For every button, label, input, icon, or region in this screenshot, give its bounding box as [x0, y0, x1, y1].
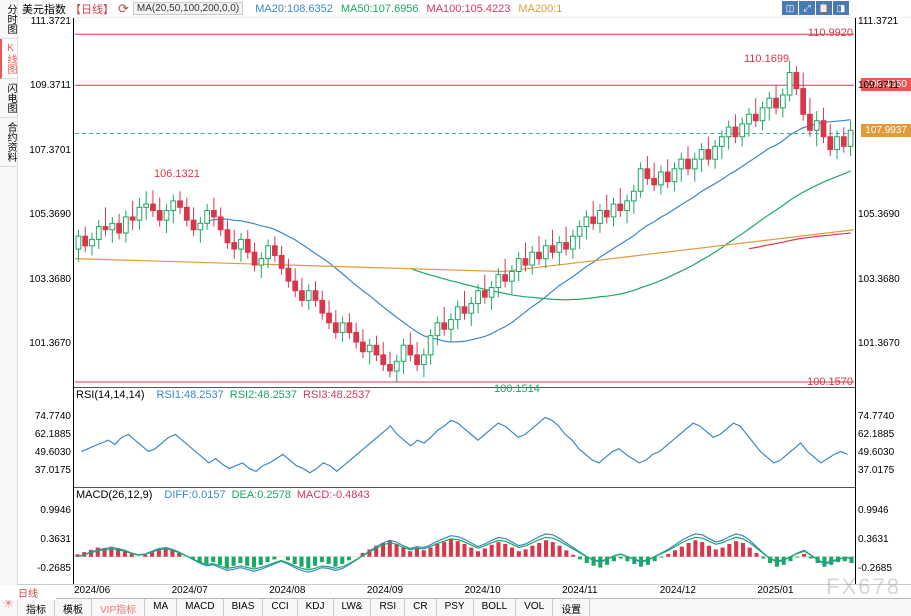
time-period-label: 日线	[0, 585, 56, 600]
left-axis: 111.3721109.3711107.3701105.3690103.3680…	[18, 18, 74, 584]
left-tab-flash[interactable]: 闪电图	[0, 79, 17, 118]
tool-3[interactable]: 📋	[816, 1, 832, 15]
chart-tools: ◫ ⤢ 📋 ◨	[782, 1, 849, 15]
indicator-tab-MACD[interactable]: MACD	[177, 599, 223, 616]
indicator-tab-MA[interactable]: MA	[145, 599, 177, 616]
refresh-icon[interactable]: ⟳	[118, 1, 129, 17]
time-tick: 2024/09	[367, 585, 403, 596]
indicator-tab-BIAS[interactable]: BIAS	[224, 599, 264, 616]
ma-value: MA50:107.6956	[341, 3, 419, 15]
indicator-tab-PSY[interactable]: PSY	[437, 599, 474, 616]
indicator-tab-KDJ[interactable]: KDJ	[298, 599, 334, 616]
indicator-tab-模板[interactable]: 模板	[55, 599, 92, 616]
indicator-tab-BOLL[interactable]: BOLL	[474, 599, 517, 616]
left-tab-kline[interactable]: K线图	[0, 39, 17, 79]
time-tick: 2024/12	[660, 585, 696, 596]
time-tick: 2024/08	[269, 585, 305, 596]
price-panel[interactable]: 106.1321110.1699100.1514110.9920109.4050…	[74, 18, 855, 388]
price-annotation: 106.1321	[154, 168, 200, 180]
time-tick: 2024/06	[74, 585, 110, 596]
hline-label: 100.1570	[807, 376, 853, 388]
top-bar: 美元指数 【日线】 ⟳ MA(20,50,100,200,0,0) MA20:1…	[18, 0, 911, 18]
ma-values: MA20:108.6352 MA50:107.6956 MA100:105.4223…	[247, 3, 562, 15]
indicator-tab-指标[interactable]: 指标	[18, 599, 55, 616]
indicator-tab-设置[interactable]: 设置	[553, 599, 590, 616]
ma-value: MA100:105.4223	[427, 3, 511, 15]
rsi-panel[interactable]: RSI(14,14,14) RSI1:48.2537RSI2:48.2537RS…	[74, 388, 855, 488]
macd-panel[interactable]: MACD(26,12,9) DIFF:0.0157DEA:0.2578MACD:…	[74, 488, 855, 584]
time-axis: 日线 2024/062024/072024/082024/092024/1020…	[18, 584, 911, 598]
indicator-tab-RSI[interactable]: RSI	[371, 599, 405, 616]
chart-area[interactable]: 106.1321110.1699100.1514110.9920109.4050…	[74, 18, 855, 584]
hline-label: 110.9920	[808, 27, 853, 39]
indicator-tab-VIP指标[interactable]: VIP指标	[92, 599, 145, 616]
left-tab-timeshare[interactable]: 分时图	[0, 0, 17, 39]
ma-value: MA20:108.6352	[255, 3, 333, 15]
time-tick: 2024/07	[172, 585, 208, 596]
period-label: 【日线】	[70, 1, 114, 17]
tool-4[interactable]: ◨	[833, 1, 849, 15]
indicator-tabs: 指标模板VIP指标MAMACDBIASCCIKDJLW&RSICRPSYBOLL…	[18, 598, 911, 616]
ma-value: MA200:1	[518, 3, 562, 15]
right-axis: 111.3721109.3711105.3690103.3680101.3670…	[855, 18, 911, 584]
indicator-tab-CCI[interactable]: CCI	[263, 599, 297, 616]
time-tick: 2024/10	[465, 585, 501, 596]
tool-1[interactable]: ◫	[782, 1, 798, 15]
time-tick: 2024/11	[562, 585, 597, 596]
instrument-title: 美元指数	[22, 1, 66, 17]
time-tick: 2025/01	[757, 585, 793, 596]
price-annotation: 110.1699	[744, 53, 789, 65]
tool-2[interactable]: ⤢	[799, 1, 815, 15]
ma-setting-chip[interactable]: MA(20,50,100,200,0,0)	[133, 2, 243, 15]
indicator-tab-VOL[interactable]: VOL	[516, 599, 553, 616]
indicator-tab-CR[interactable]: CR	[405, 599, 436, 616]
left-tab-strip: 分时图 K线图 闪电图 合约资料 ☀	[0, 0, 18, 616]
left-tab-contract[interactable]: 合约资料	[0, 118, 17, 167]
indicator-tab-LW&[interactable]: LW&	[334, 599, 372, 616]
